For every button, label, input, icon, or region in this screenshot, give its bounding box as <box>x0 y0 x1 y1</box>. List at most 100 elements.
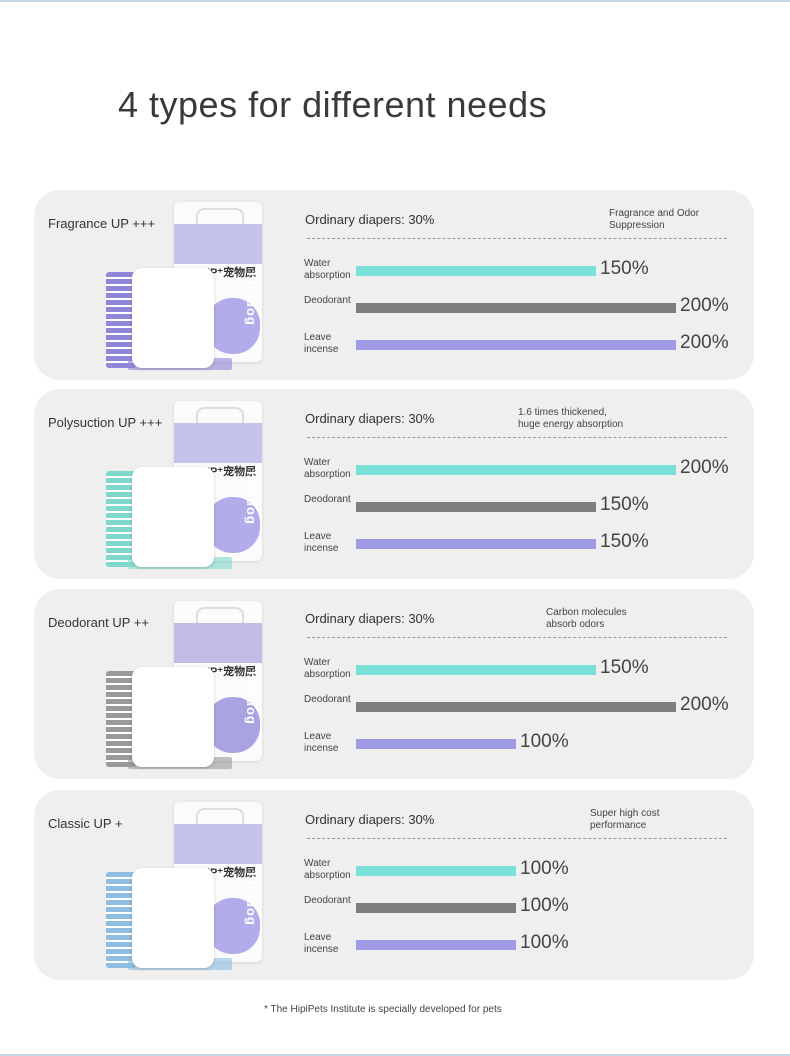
metric-value: 200% <box>680 694 729 715</box>
metric-row-leave: Leave incense 150% <box>304 531 744 557</box>
metric-label: Deodorant <box>304 295 351 306</box>
metric-bar <box>356 303 676 313</box>
bag-handle <box>196 407 244 423</box>
metric-label: Leave incense <box>304 932 339 955</box>
metric-bar <box>356 665 596 675</box>
metric-bar <box>356 702 676 712</box>
feature-note: Fragrance and Odor Suppression <box>609 208 700 231</box>
metric-row-water: Water absorption 150% <box>304 258 744 284</box>
product-name: Fragrance UP +++ <box>48 216 156 231</box>
pad-top <box>132 868 214 968</box>
metric-value: 100% <box>520 731 569 752</box>
top-divider <box>0 0 790 2</box>
metric-label: Leave incense <box>304 332 339 355</box>
metric-label: Deodorant <box>304 694 351 705</box>
metric-label: Leave incense <box>304 531 339 554</box>
metric-row-water: Water absorption 150% <box>304 657 744 683</box>
pad-stack <box>106 671 136 767</box>
product-card: Polysuction UP +++ UP⁺宠物尿垫hipidog Ordinary… <box>34 389 754 579</box>
ordinary-diapers-text: Ordinary diapers: 30% <box>305 411 435 426</box>
metric-bar <box>356 866 516 876</box>
metric-bar <box>356 465 676 475</box>
bag-handle <box>196 808 244 824</box>
product-name: Deodorant UP ++ <box>48 615 149 630</box>
metric-value: 200% <box>680 332 729 353</box>
dashed-divider <box>307 437 727 438</box>
metric-row-leave: Leave incense 100% <box>304 932 744 958</box>
ordinary-diapers-text: Ordinary diapers: 30% <box>305 611 435 626</box>
feature-note: 1.6 times thickened, huge energy absorpt… <box>518 407 624 430</box>
feature-note: Carbon molecules absorb odors <box>546 607 627 630</box>
metric-value: 100% <box>520 895 569 916</box>
metric-bar <box>356 266 596 276</box>
ordinary-diapers-text: Ordinary diapers: 30% <box>305 212 435 227</box>
product-image: UP⁺宠物尿垫hipidog <box>98 798 274 974</box>
metric-value: 150% <box>600 494 649 515</box>
metric-bar <box>356 502 596 512</box>
product-card: Fragrance UP +++UP⁺宠物尿垫hipidog Ordinary d… <box>34 190 754 380</box>
brand-logo: hipidog <box>244 272 259 326</box>
product-image: UP⁺宠物尿垫hipidog <box>98 597 274 773</box>
metric-row-deo: Deodorant 150% <box>304 494 744 520</box>
footnote: * The HipiPets Institute is specially de… <box>264 1004 502 1015</box>
metric-label: Water absorption <box>304 457 351 480</box>
pad-top <box>132 268 214 368</box>
product-image: UP⁺宠物尿垫hipidog <box>98 198 274 374</box>
metric-label: Deodorant <box>304 895 351 906</box>
bag-handle <box>196 607 244 623</box>
product-name: Polysuction UP +++ <box>48 415 163 430</box>
metric-bar <box>356 940 516 950</box>
product-card: Deodorant UP ++UP⁺宠物尿垫hipidog Ordinary di… <box>34 589 754 779</box>
metric-bar <box>356 340 676 350</box>
brand-logo: hipidog <box>244 671 259 725</box>
metric-value: 150% <box>600 657 649 678</box>
package-bag: UP⁺宠物尿垫hipidog <box>174 401 262 561</box>
metric-row-deo: Deodorant 200% <box>304 694 744 720</box>
metric-bar <box>356 903 516 913</box>
bottom-divider <box>0 1054 790 1056</box>
dashed-divider <box>307 838 727 839</box>
package-band <box>174 224 262 264</box>
package-band <box>174 824 262 864</box>
package-band <box>174 623 262 663</box>
pad-stack <box>106 872 136 968</box>
metric-row-leave: Leave incense 100% <box>304 731 744 757</box>
dashed-divider <box>307 238 727 239</box>
metric-label: Water absorption <box>304 258 351 281</box>
product-image: UP⁺宠物尿垫hipidog <box>98 397 274 573</box>
metric-label: Deodorant <box>304 494 351 505</box>
feature-note: Super high cost performance <box>590 808 660 831</box>
metric-value: 200% <box>680 457 729 478</box>
package-graphic <box>206 298 260 354</box>
pad-top <box>132 667 214 767</box>
metric-value: 150% <box>600 258 649 279</box>
metric-value: 100% <box>520 858 569 879</box>
metric-row-water: Water absorption 200% <box>304 457 744 483</box>
ordinary-diapers-text: Ordinary diapers: 30% <box>305 812 435 827</box>
metric-bar <box>356 739 516 749</box>
metric-bar <box>356 539 596 549</box>
brand-logo: hipidog <box>244 872 259 926</box>
metric-label: Water absorption <box>304 657 351 680</box>
bag-handle <box>196 208 244 224</box>
package-band <box>174 423 262 463</box>
metric-value: 150% <box>600 531 649 552</box>
package-graphic <box>206 497 260 553</box>
page-title: 4 types for different needs <box>118 84 548 125</box>
metric-value: 100% <box>520 932 569 953</box>
pad-stack <box>106 272 136 368</box>
metric-row-deo: Deodorant 200% <box>304 295 744 321</box>
product-name: Classic UP + <box>48 816 123 831</box>
dashed-divider <box>307 637 727 638</box>
metric-row-deo: Deodorant 100% <box>304 895 744 921</box>
product-card: Classic UP +UP⁺宠物尿垫hipidog Ordinary diape… <box>34 790 754 980</box>
metric-row-leave: Leave incense 200% <box>304 332 744 358</box>
pad-stack <box>106 471 136 567</box>
metric-label: Leave incense <box>304 731 339 754</box>
metric-row-water: Water absorption 100% <box>304 858 744 884</box>
brand-logo: hipidog <box>244 471 259 525</box>
metric-value: 200% <box>680 295 729 316</box>
package-graphic <box>206 697 260 753</box>
metric-label: Water absorption <box>304 858 351 881</box>
pad-top <box>132 467 214 567</box>
